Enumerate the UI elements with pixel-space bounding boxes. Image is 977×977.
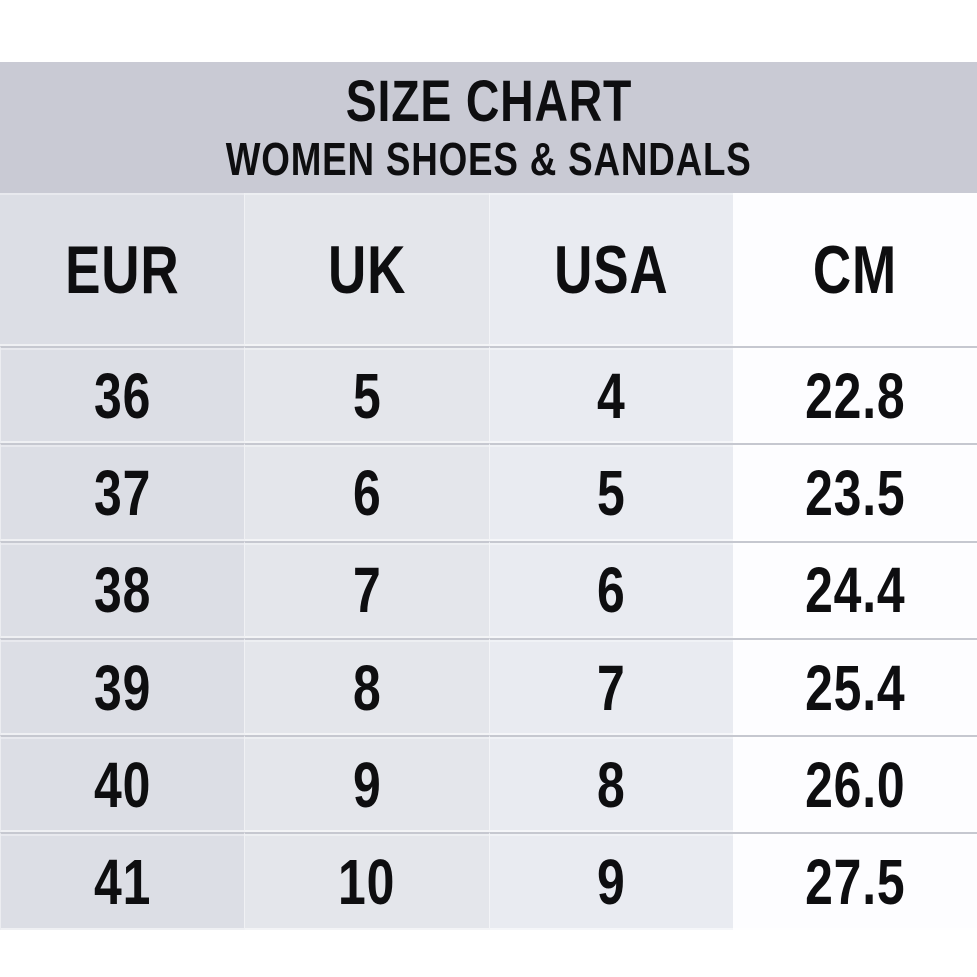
table-cell: 4 (488, 346, 733, 444)
table-cell: 7 (488, 637, 733, 736)
table-cell-text: 4 (596, 359, 626, 432)
table-cell: 9 (244, 735, 489, 833)
table-cell-text: 5 (352, 359, 382, 432)
table-cell-text: 22.8 (804, 359, 906, 432)
table-cell: 40 (0, 735, 245, 833)
table-cell-text: 26.0 (804, 748, 906, 821)
column-header-uk: UK (244, 193, 489, 346)
table-cell: 6 (488, 540, 733, 638)
column-header-cm-text: CM (812, 231, 897, 308)
table-cell-text: 7 (352, 554, 382, 627)
table-cell-text: 39 (94, 651, 152, 724)
column-header-eur-text: EUR (64, 231, 180, 308)
table-cell: 5 (488, 443, 733, 541)
table-cell-text: 6 (352, 456, 382, 529)
table-cell-text: 6 (596, 554, 626, 627)
table-cell-text: 10 (338, 846, 396, 919)
table-cell: 7 (244, 540, 489, 638)
chart-title: SIZE CHART (310, 68, 668, 134)
table-cell: 26.0 (732, 735, 977, 833)
table-cell: 39 (0, 637, 245, 736)
table-cell-text: 38 (94, 554, 152, 627)
table-cell-text: 9 (352, 748, 382, 821)
table-cell: 36 (0, 346, 245, 444)
table-cell: 10 (244, 832, 489, 930)
table-cell: 25.4 (732, 637, 977, 736)
table-cell: 6 (244, 443, 489, 541)
title-band: SIZE CHART WOMEN SHOES & SANDALS (0, 62, 977, 193)
table-cell: 5 (244, 346, 489, 444)
table-cell-text: 27.5 (804, 846, 906, 919)
table-cell-text: 41 (94, 846, 152, 919)
table-cell: 9 (488, 832, 733, 930)
table-cell-text: 23.5 (804, 456, 906, 529)
table-cell-text: 37 (94, 456, 152, 529)
column-header-uk-text: UK (327, 231, 406, 308)
chart-subtitle: WOMEN SHOES & SANDALS (160, 132, 817, 185)
chart-subtitle-text: WOMEN SHOES & SANDALS (225, 132, 752, 185)
table-cell: 23.5 (732, 443, 977, 541)
size-table: EUR UK USA CM 36 5 4 22.8 37 6 5 23.5 38… (0, 193, 977, 930)
table-cell-text: 25.4 (804, 651, 906, 724)
column-header-cm: CM (732, 193, 977, 346)
table-cell: 8 (488, 735, 733, 833)
table-cell-text: 8 (596, 748, 626, 821)
table-cell: 22.8 (732, 346, 977, 444)
table-cell: 27.5 (732, 832, 977, 930)
chart-title-text: SIZE CHART (345, 68, 632, 134)
table-cell: 37 (0, 443, 245, 541)
table-cell-text: 24.4 (804, 554, 906, 627)
table-cell-text: 9 (596, 846, 626, 919)
table-cell-text: 40 (94, 748, 152, 821)
table-cell-text: 36 (94, 359, 152, 432)
column-header-usa: USA (488, 193, 733, 346)
column-header-usa-text: USA (553, 231, 669, 308)
table-cell: 8 (244, 637, 489, 736)
table-cell-text: 7 (596, 651, 626, 724)
table-cell-text: 5 (596, 456, 626, 529)
table-cell: 38 (0, 540, 245, 638)
table-cell-text: 8 (352, 651, 382, 724)
column-header-eur: EUR (0, 193, 245, 346)
table-cell: 41 (0, 832, 245, 930)
table-cell: 24.4 (732, 540, 977, 638)
